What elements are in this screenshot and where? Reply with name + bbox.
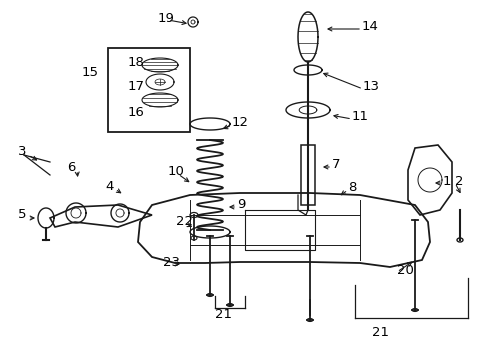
- Text: 6: 6: [67, 162, 75, 175]
- Text: 22: 22: [176, 216, 193, 229]
- Text: 5: 5: [18, 208, 26, 221]
- Text: 23: 23: [163, 256, 180, 269]
- Text: 2: 2: [454, 175, 463, 189]
- Text: 19: 19: [158, 12, 175, 24]
- Text: 21: 21: [371, 325, 388, 338]
- Text: 21: 21: [215, 309, 231, 321]
- Text: 1: 1: [442, 175, 450, 189]
- Text: 15: 15: [82, 67, 99, 80]
- Text: 9: 9: [237, 198, 245, 211]
- Text: 3: 3: [18, 145, 26, 158]
- Bar: [108, 48, 190, 132]
- Text: 4: 4: [105, 180, 113, 193]
- Text: 20: 20: [396, 264, 413, 276]
- Text: 13: 13: [362, 81, 379, 94]
- Text: 18: 18: [128, 55, 144, 68]
- Text: 10: 10: [168, 166, 184, 179]
- Text: 12: 12: [231, 117, 248, 130]
- Text: 14: 14: [361, 21, 378, 33]
- Text: 17: 17: [128, 81, 145, 94]
- Text: 8: 8: [347, 181, 356, 194]
- Text: 16: 16: [128, 107, 144, 120]
- Text: 11: 11: [351, 111, 368, 123]
- Text: 7: 7: [331, 158, 340, 171]
